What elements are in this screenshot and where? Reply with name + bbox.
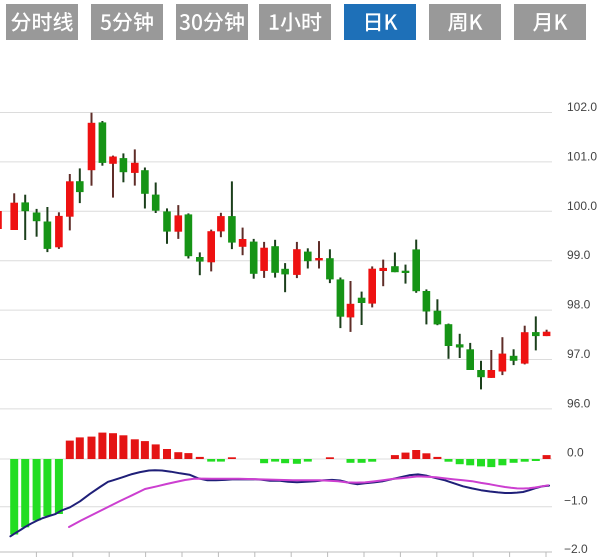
svg-text:102.0: 102.0 — [567, 100, 597, 114]
svg-text:97.0: 97.0 — [567, 347, 591, 361]
svg-text:100.0: 100.0 — [567, 199, 597, 213]
svg-text:−2.0: −2.0 — [564, 542, 588, 556]
svg-text:99.0: 99.0 — [567, 248, 591, 262]
svg-text:−1.0: −1.0 — [564, 494, 588, 508]
svg-text:101.0: 101.0 — [567, 149, 597, 163]
svg-text:96.0: 96.0 — [567, 396, 591, 410]
svg-text:98.0: 98.0 — [567, 298, 591, 312]
svg-text:0.0: 0.0 — [567, 446, 584, 460]
